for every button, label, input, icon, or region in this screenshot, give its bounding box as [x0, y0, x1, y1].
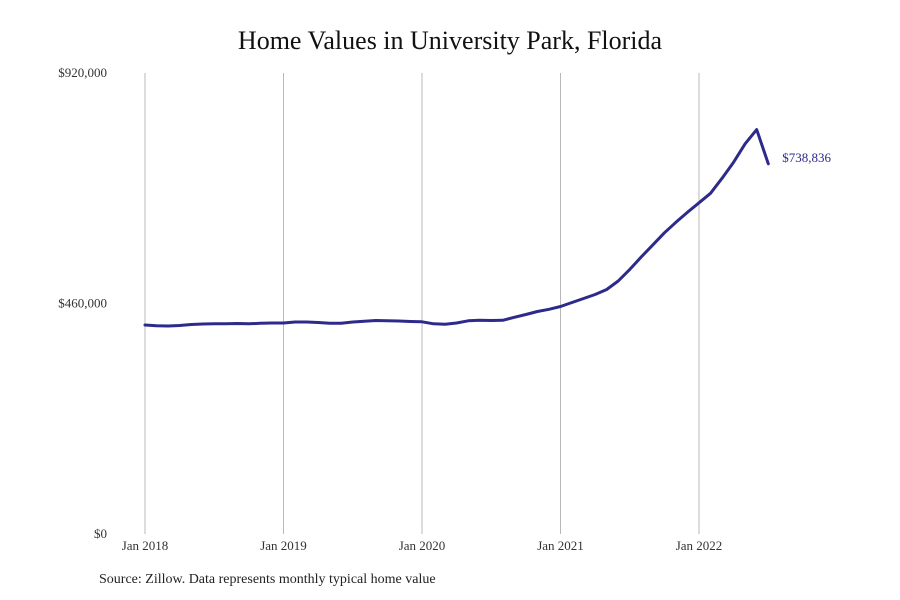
- x-tick-label-0: Jan 2018: [122, 538, 169, 553]
- x-tick-label-3: Jan 2021: [537, 538, 584, 553]
- y-tick-label-0: $0: [94, 526, 107, 541]
- source-note: Source: Zillow. Data represents monthly …: [99, 572, 436, 587]
- gridlines: [144, 73, 700, 534]
- x-tick-label-1: Jan 2019: [260, 538, 307, 553]
- x-axis-labels: Jan 2018 Jan 2019 Jan 2020 Jan 2021 Jan 2022: [122, 538, 723, 553]
- latest-value-label: $738,836: [782, 150, 831, 165]
- y-tick-label-1: $460,000: [58, 296, 107, 311]
- x-tick-label-2: Jan 2020: [399, 538, 446, 553]
- chart-title: Home Values in University Park, Florida: [237, 26, 663, 55]
- x-tick-label-4: Jan 2022: [676, 538, 723, 553]
- y-tick-label-2: $920,000: [58, 65, 107, 80]
- home-value-series-line: [143, 128, 770, 328]
- y-axis-labels: $0 $460,000 $920,000: [58, 65, 107, 541]
